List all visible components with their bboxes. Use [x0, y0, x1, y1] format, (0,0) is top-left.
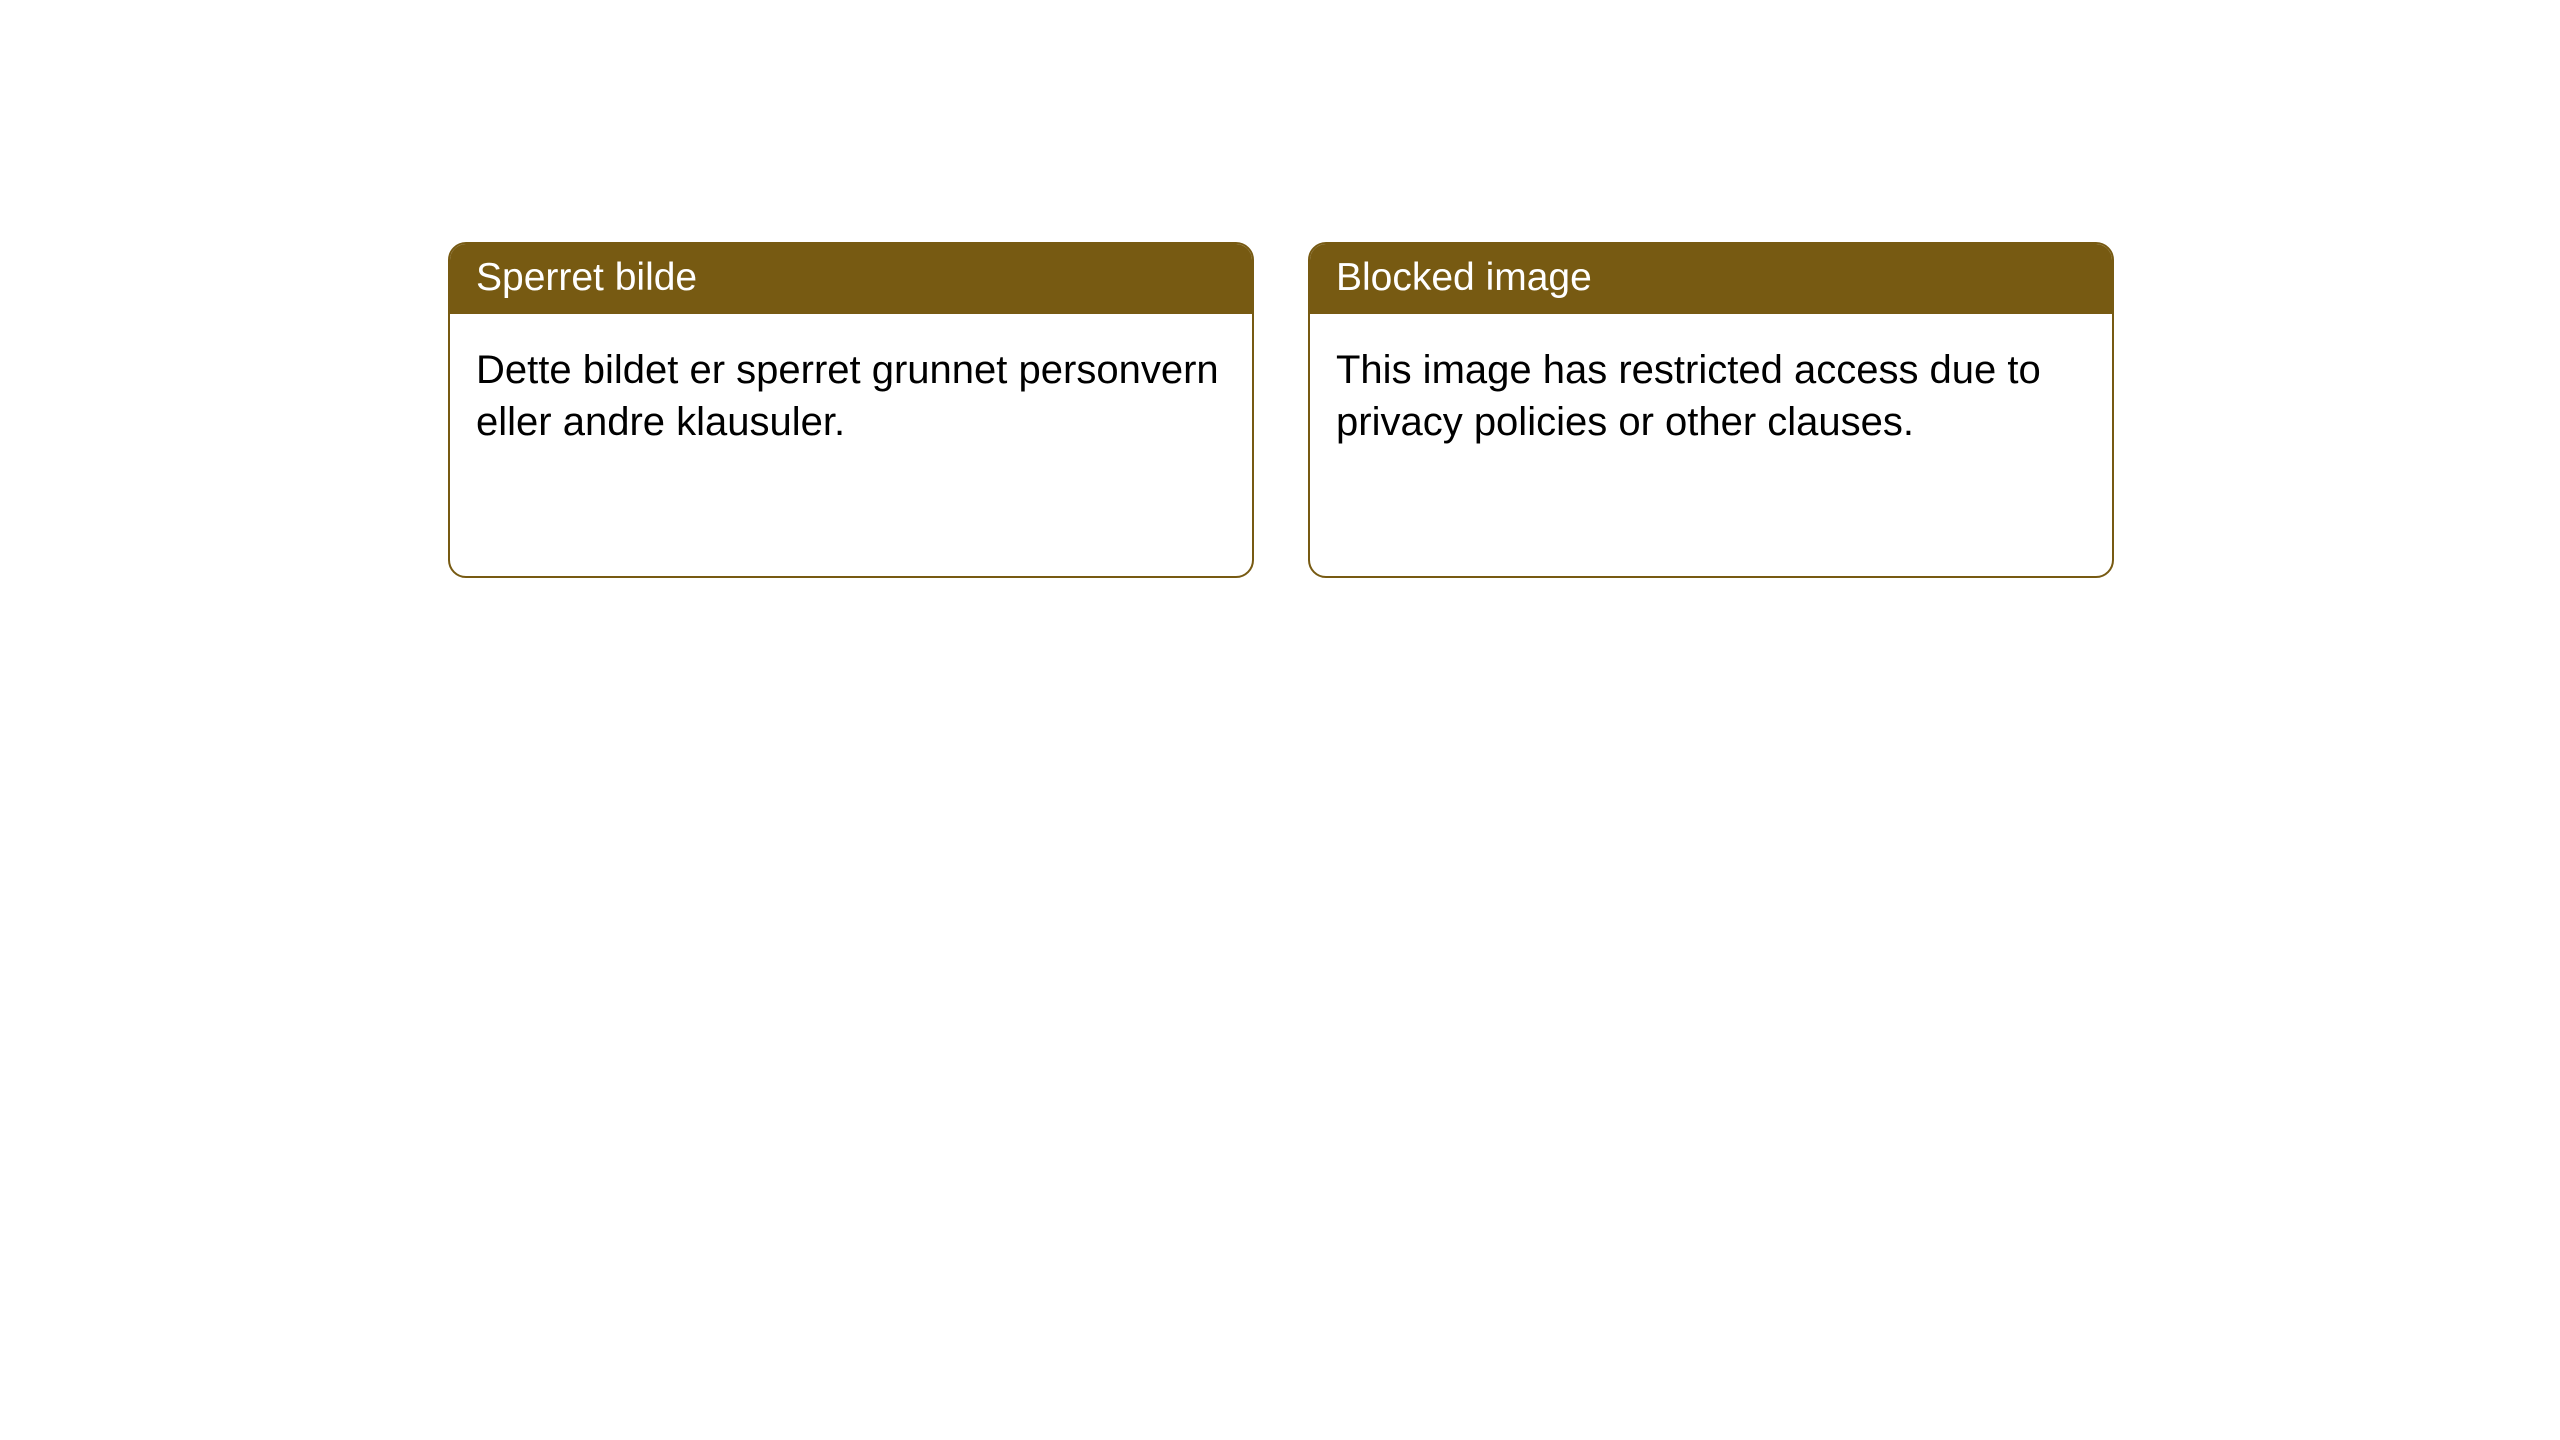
card-header: Blocked image [1310, 244, 2112, 314]
card-body: Dette bildet er sperret grunnet personve… [450, 314, 1252, 478]
cards-container: Sperret bilde Dette bildet er sperret gr… [0, 0, 2560, 578]
card-body-text: Dette bildet er sperret grunnet personve… [476, 348, 1219, 444]
blocked-image-card-no: Sperret bilde Dette bildet er sperret gr… [448, 242, 1254, 578]
card-body: This image has restricted access due to … [1310, 314, 2112, 478]
card-title: Sperret bilde [476, 256, 697, 299]
card-header: Sperret bilde [450, 244, 1252, 314]
card-title: Blocked image [1336, 256, 1592, 299]
blocked-image-card-en: Blocked image This image has restricted … [1308, 242, 2114, 578]
card-body-text: This image has restricted access due to … [1336, 348, 2041, 444]
